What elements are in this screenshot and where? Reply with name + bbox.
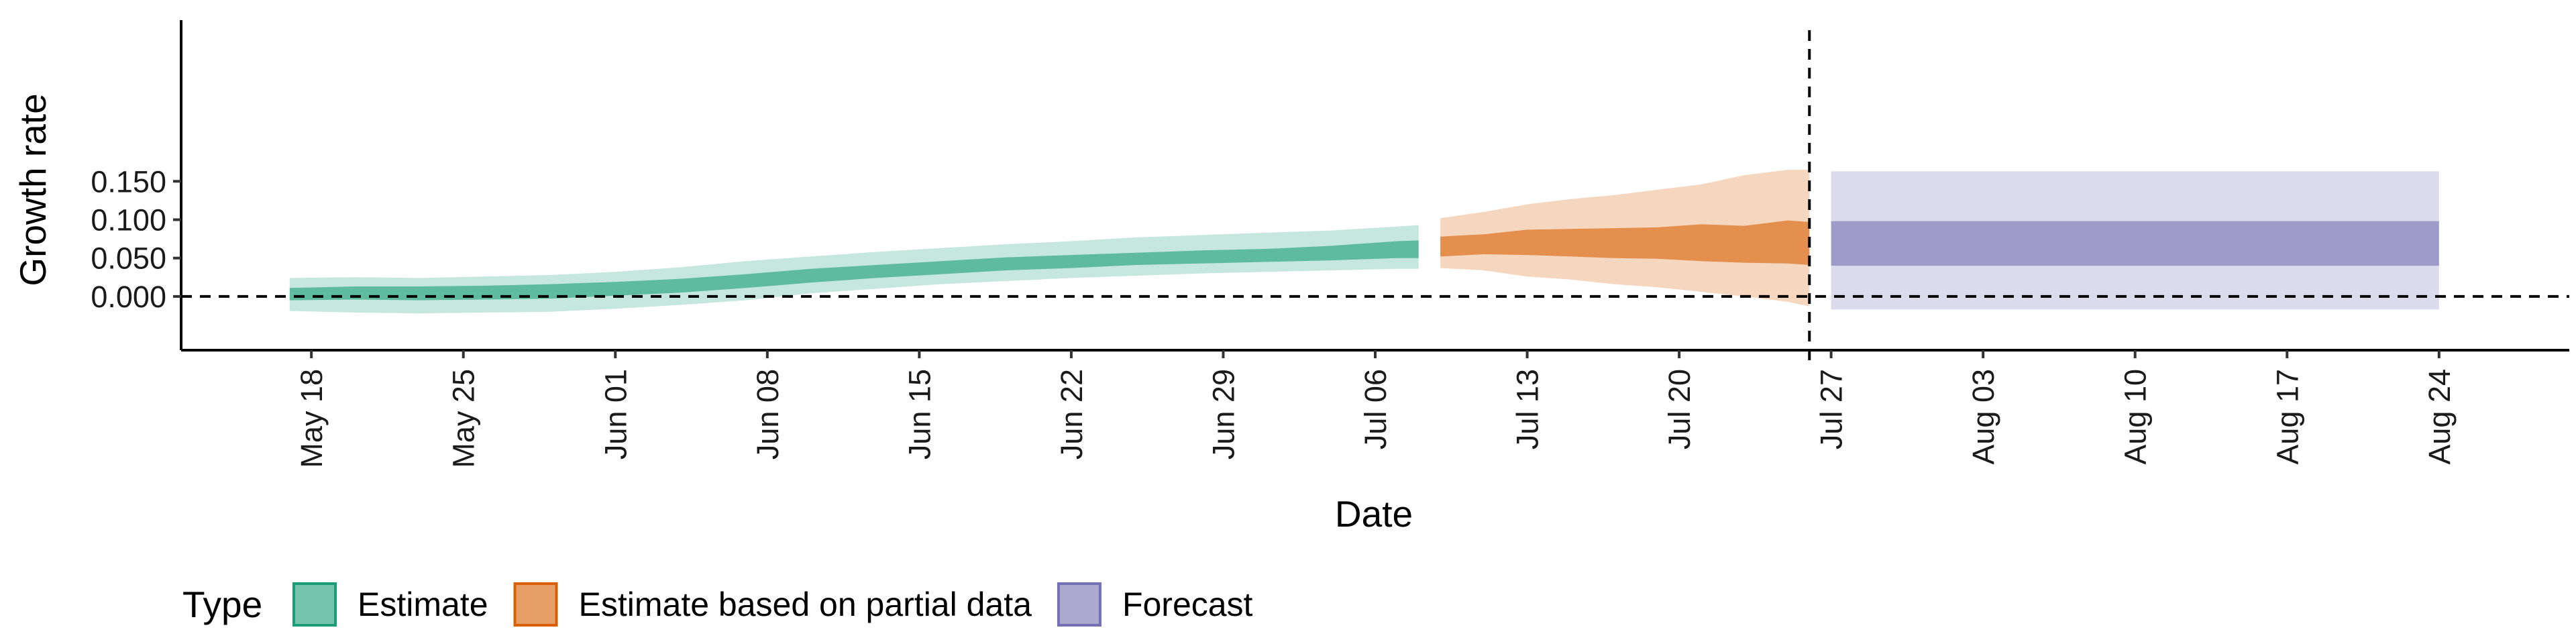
x-tick-label: Jun 22 (1055, 369, 1089, 460)
x-tick-label: Aug 10 (2118, 369, 2153, 465)
y-axis-title: Growth rate (12, 93, 54, 286)
reference-lines (181, 30, 2569, 364)
x-tick-label: May 18 (294, 369, 329, 468)
x-axis-title: Date (1335, 493, 1413, 535)
x-tick-label: Jun 08 (751, 369, 785, 460)
legend-label-estimate: Estimate (358, 586, 488, 623)
legend-label-forecast: Forecast (1122, 586, 1253, 623)
x-tick-label: Jun 15 (902, 369, 936, 460)
legend-title: Type (182, 584, 262, 625)
y-tick-label: 0.050 (91, 241, 166, 276)
y-tick-label: 0.100 (91, 203, 166, 237)
x-tick-label: Aug 03 (1966, 369, 2000, 465)
x-tick-label: Jul 20 (1662, 369, 1697, 449)
estimate-based-on-partial-data-inner-interval (1440, 220, 1810, 265)
x-tick-label: Jul 06 (1358, 369, 1393, 449)
legend-key-forecast (1057, 582, 1102, 627)
legend-key-estimate-based-on-partial-data (513, 582, 558, 627)
x-tick-label: Jun 01 (598, 369, 633, 460)
y-tick-label: 0.150 (91, 164, 166, 199)
x-tick-label: Aug 17 (2270, 369, 2304, 465)
estimate-inner-interval (289, 240, 1419, 301)
legend-key-estimate (292, 582, 337, 627)
x-tick-label: Jul 27 (1815, 369, 1849, 449)
axes: 0.000 0.050 0.100 0.150 May 18 May 25 Jun 01 Ju… (91, 20, 2569, 468)
y-tick-label: 0.000 (91, 280, 166, 314)
x-tick-label: Aug 24 (2422, 369, 2457, 465)
legend-label-estimate-based-on-partial-data: Estimate based on partial data (579, 586, 1032, 623)
x-tick-label: Jul 13 (1511, 369, 1545, 449)
ribbon-layer (289, 170, 2439, 314)
x-tick-label: Jun 29 (1206, 369, 1240, 460)
x-tick-label: May 25 (447, 369, 481, 468)
legend: Type Estimate Estimate based on partial da… (182, 582, 1253, 627)
forecast-inner-interval (1831, 221, 2439, 266)
